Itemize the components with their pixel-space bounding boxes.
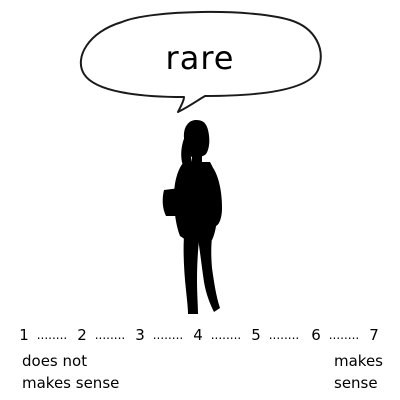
scale-separator: ........ — [210, 328, 242, 342]
scale-point-7[interactable]: 7 — [369, 326, 379, 344]
speech-bubble-outline — [79, 10, 322, 113]
scale-anchor-right-line2: sense — [334, 374, 378, 392]
scale-point-3[interactable]: 3 — [135, 326, 145, 344]
bubble-word: rare — [165, 39, 235, 77]
woman-silhouette-icon — [162, 120, 222, 314]
speech-bubble — [79, 10, 322, 113]
scale-anchor-left: does not makes sense — [22, 350, 119, 394]
scale-separator: ........ — [328, 328, 360, 342]
rating-scale: 1 ........ 2 ........ 3 ........ 4 .....… — [18, 324, 388, 346]
scale-point-6[interactable]: 6 — [311, 326, 321, 344]
scale-anchor-right-line1: makes — [334, 352, 383, 370]
scale-anchor-left-line2: makes sense — [22, 374, 120, 392]
scale-anchor-left-line1: does not — [22, 352, 88, 370]
scale-point-1[interactable]: 1 — [19, 326, 29, 344]
scale-separator: ........ — [268, 328, 300, 342]
scale-point-4[interactable]: 4 — [193, 326, 203, 344]
scale-separator: ........ — [36, 328, 68, 342]
scale-anchor-right: makes sense — [334, 350, 383, 394]
scale-separator: ........ — [152, 328, 184, 342]
scale-separator: ........ — [94, 328, 126, 342]
scale-point-5[interactable]: 5 — [251, 326, 261, 344]
scale-point-2[interactable]: 2 — [77, 326, 87, 344]
